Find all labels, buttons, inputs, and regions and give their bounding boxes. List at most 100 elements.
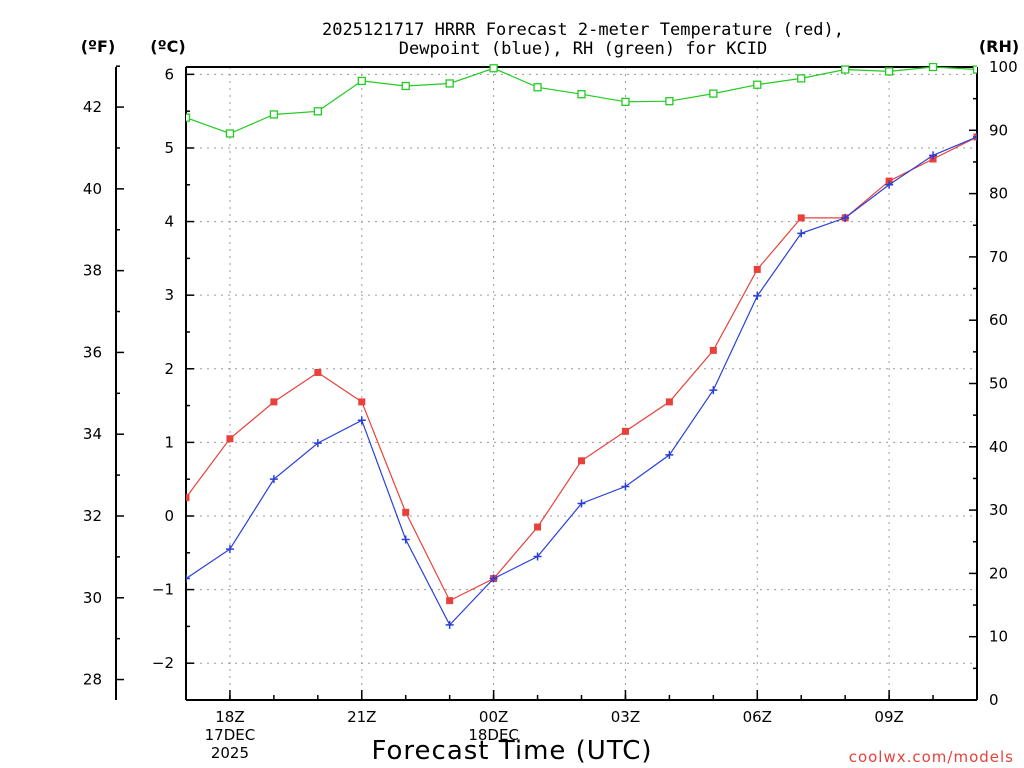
x-tick-label: 18Z (215, 708, 244, 726)
celsius-tick-label: 4 (164, 213, 174, 231)
source-credit: coolwx.com/models (849, 748, 1014, 766)
x-tick-label: 09Z (874, 708, 903, 726)
temperature-point (270, 398, 278, 406)
dewpoint-point (577, 499, 586, 508)
chart-title-line1: 2025121717 HRRR Forecast 2-meter Tempera… (322, 20, 844, 40)
celsius-tick-label: −1 (152, 581, 174, 599)
temperature-point (226, 435, 234, 443)
x-tick-label: 06Z (743, 708, 772, 726)
rh-point (577, 90, 586, 99)
temperature-point (709, 346, 717, 354)
rh-line (186, 66, 977, 135)
dewpoint-point (973, 132, 977, 141)
dewpoint-point (225, 545, 234, 554)
rh-tick-label: 60 (989, 311, 1008, 329)
rh-point (489, 64, 498, 73)
celsius-tick-label: 3 (164, 286, 174, 304)
rh-point (884, 67, 894, 76)
rh-series (186, 63, 977, 138)
celsius-tick-label: 5 (164, 139, 174, 157)
dewpoint-point (665, 450, 674, 459)
rh-tick-label: 80 (989, 185, 1008, 203)
temperature-point (534, 523, 542, 531)
fahrenheit-tick-label: 36 (83, 343, 102, 361)
dewpoint-point (929, 151, 938, 160)
dewpoint-point (797, 229, 806, 238)
rh-tick-label: 10 (989, 628, 1008, 646)
rh-point (225, 129, 235, 138)
temperature-point (665, 398, 673, 406)
fahrenheit-unit-label: (ºF) (81, 37, 116, 56)
rh-tick-label: 0 (989, 691, 999, 709)
temperature-point (314, 368, 322, 376)
dewpoint-point (885, 180, 894, 189)
rh-point (401, 81, 410, 91)
dewpoint-point (841, 213, 850, 222)
dewpoint-point (621, 482, 630, 491)
x-tick-label: 21Z (347, 708, 376, 726)
rh-tick-label: 20 (989, 564, 1008, 582)
temperature-point (753, 265, 761, 273)
rh-point (621, 97, 630, 106)
rh-point (797, 74, 806, 83)
dewpoint-series (186, 132, 977, 629)
rh-unit-label: (RH) (979, 37, 1019, 56)
rh-point (445, 79, 454, 88)
dewpoint-point (269, 475, 278, 484)
rh-tick-label: 40 (989, 438, 1008, 456)
grid-lines (186, 67, 977, 700)
fahrenheit-tick-label: 28 (83, 671, 102, 689)
rh-point (841, 65, 850, 74)
dewpoint-point (445, 620, 454, 629)
x-axis-title: Forecast Time (UTC) (371, 736, 652, 766)
rh-point (533, 83, 542, 92)
dewpoint-point (533, 552, 542, 561)
dewpoint-point (186, 574, 190, 583)
fahrenheit-tick-label: 42 (83, 98, 102, 116)
x-tick-label: 00Z (479, 708, 508, 726)
rh-point (313, 107, 322, 116)
rh-point (269, 110, 279, 119)
celsius-tick-label: 2 (164, 360, 174, 378)
temperature-point (797, 214, 805, 222)
rh-point (972, 65, 977, 74)
dewpoint-point (489, 574, 498, 583)
fahrenheit-tick-label: 32 (83, 507, 102, 525)
rh-tick-label: 50 (989, 375, 1008, 393)
rh-tick-label: 90 (989, 121, 1008, 139)
rh-tick-label: 100 (989, 58, 1018, 76)
x-tick-label: 17DEC (205, 726, 256, 744)
dewpoint-point (753, 291, 762, 300)
rh-point (753, 80, 762, 89)
temperature-series (186, 133, 977, 605)
celsius-unit-label: (ºC) (150, 37, 185, 56)
rh-tick-label: 30 (989, 501, 1008, 519)
x-tick-label: 2025 (211, 744, 249, 762)
celsius-tick-label: 6 (164, 65, 174, 83)
dewpoint-point (357, 416, 366, 425)
temperature-point (402, 508, 410, 516)
rh-tick-label: 70 (989, 248, 1008, 266)
dewpoint-point (401, 535, 410, 544)
dewpoint-point (709, 386, 718, 395)
temperature-point (358, 398, 366, 406)
rh-point (665, 97, 674, 106)
celsius-tick-label: 1 (164, 433, 174, 451)
celsius-tick-label: 0 (164, 507, 174, 525)
temperature-point (621, 427, 629, 435)
rh-point (186, 113, 191, 122)
temperature-point (578, 457, 585, 465)
temperature-point (186, 494, 190, 502)
axes (115, 65, 978, 701)
x-tick-label: 18DEC (468, 726, 519, 744)
fahrenheit-tick-label: 38 (83, 262, 102, 280)
rh-point (709, 89, 718, 98)
x-tick-label: 03Z (611, 708, 640, 726)
fahrenheit-tick-label: 30 (83, 589, 102, 607)
data-series (186, 63, 977, 629)
rh-point (357, 76, 366, 86)
rh-point (928, 63, 938, 72)
temperature-point (446, 597, 454, 605)
